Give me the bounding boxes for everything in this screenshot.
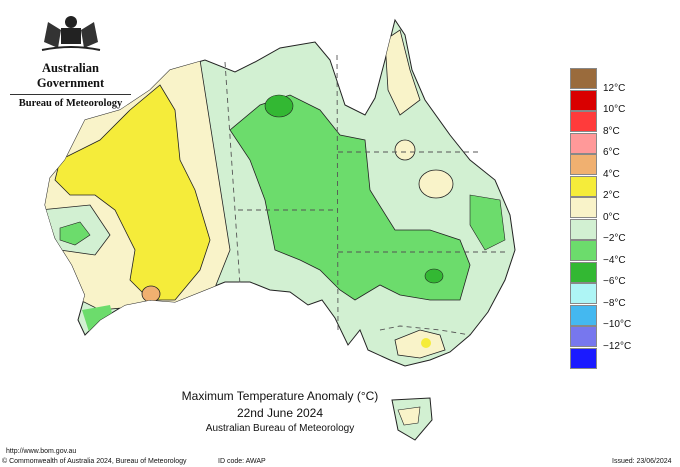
legend-swatch	[570, 175, 597, 197]
map-agency: Australian Bureau of Meteorology	[205, 423, 355, 434]
state-borders	[224, 54, 505, 336]
legend-label: 2°C	[603, 190, 620, 201]
legend-swatch	[570, 68, 597, 89]
legend-label: −2°C	[603, 233, 626, 244]
map-title: Maximum Temperature Anomaly (°C)	[181, 389, 379, 403]
legend-swatch	[570, 132, 597, 154]
legend-label: −4°C	[603, 254, 626, 266]
legend-swatch	[570, 89, 597, 111]
legend-swatch	[570, 154, 597, 175]
legend-label: 10°C	[603, 104, 626, 115]
coat-of-arms-icon	[41, 16, 100, 51]
government-header: Australian Government Bureau of Meteorol…	[8, 8, 133, 109]
legend-label: 0°C	[603, 211, 620, 223]
government-title: Australian Government	[36, 61, 105, 90]
legend-label: 12°C	[603, 82, 626, 94]
legend-swatch	[570, 197, 597, 218]
legend-swatch	[570, 261, 597, 283]
footer-issued: Issued: 23/06/2024	[612, 458, 672, 465]
bureau-title: Bureau of Meteorology	[18, 98, 123, 109]
legend-label: −12°C	[603, 340, 632, 352]
legend-label: −8°C	[603, 297, 626, 309]
map-title-block: Maximum Temperature Anomaly (°C) 22nd Ju…	[100, 389, 460, 434]
legend-swatch	[570, 240, 597, 261]
map-date: 22nd June 2024	[236, 406, 324, 420]
legend-label: 6°C	[603, 147, 620, 158]
footer-id-code: ID code: AWAP	[218, 458, 266, 465]
legend-swatch	[570, 111, 597, 132]
legend-label: −10°C	[603, 319, 632, 330]
footer-copyright: © Commonwealth of Australia 2024, Bureau…	[2, 458, 187, 465]
anomaly-zone-neg4-central	[229, 94, 471, 301]
anomaly-zone-2-4	[54, 84, 211, 301]
anomaly-zone-4-6	[141, 285, 161, 303]
legend-label: 4°C	[603, 168, 620, 180]
legend-swatch	[570, 347, 597, 369]
legend-swatch	[570, 326, 597, 347]
footer-url[interactable]: http://www.bom.gov.au	[6, 448, 77, 455]
legend-label: 8°C	[603, 125, 620, 137]
legend-swatch	[570, 218, 597, 240]
legend-swatch	[570, 304, 597, 326]
legend-swatch	[570, 283, 597, 304]
legend-label: −6°C	[603, 276, 626, 287]
